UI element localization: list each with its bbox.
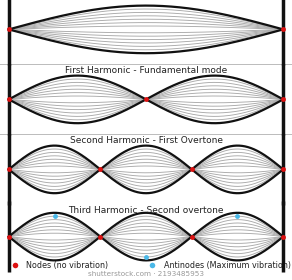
Text: Third Harmonic - Second overtone: Third Harmonic - Second overtone (68, 206, 224, 215)
Text: Antinodes (Maximum vibration): Antinodes (Maximum vibration) (164, 261, 291, 270)
Text: Nodes (no vibration): Nodes (no vibration) (26, 261, 108, 270)
Text: Second Harmonic - First Overtone: Second Harmonic - First Overtone (69, 136, 223, 145)
Text: First Harmonic - Fundamental mode: First Harmonic - Fundamental mode (65, 66, 227, 75)
Text: shutterstock.com · 2193485953: shutterstock.com · 2193485953 (88, 271, 204, 277)
